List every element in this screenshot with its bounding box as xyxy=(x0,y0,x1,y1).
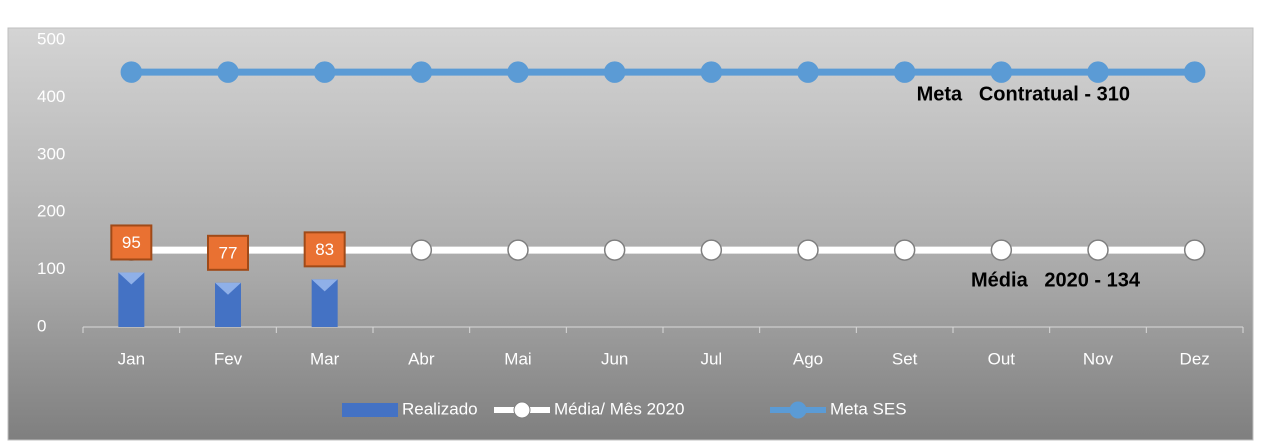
line-marker xyxy=(700,239,723,261)
x-tick-label: Jan xyxy=(118,349,145,368)
bar-bevel xyxy=(311,279,338,292)
data-label: 83 xyxy=(315,240,334,259)
annotation: Meta Contratual - 310 xyxy=(917,83,1130,105)
line-marker xyxy=(1183,239,1206,261)
legend-label: Meta SES xyxy=(830,399,907,418)
data-label: 77 xyxy=(219,243,238,262)
chart-background xyxy=(7,27,1254,441)
line-marker xyxy=(1087,61,1109,83)
y-tick-label: 400 xyxy=(37,87,65,106)
data-label-box xyxy=(303,231,346,268)
x-tick-label: Out xyxy=(988,349,1016,368)
x-tick-label: Abr xyxy=(408,349,435,368)
line-marker xyxy=(120,61,143,83)
y-tick-label: 200 xyxy=(37,202,65,221)
line-marker xyxy=(1183,61,1206,83)
line-marker xyxy=(313,61,336,83)
x-tick-label: Jun xyxy=(601,349,628,368)
line-marker xyxy=(990,61,1013,83)
legend-swatch xyxy=(342,403,398,417)
legend-swatch-marker xyxy=(513,401,531,419)
data-label: 95 xyxy=(122,233,141,252)
annotation: Média 2020 - 134 xyxy=(971,269,1141,291)
line-marker xyxy=(507,61,529,83)
x-tick-label: Mai xyxy=(504,349,531,368)
y-tick-label: 300 xyxy=(37,144,65,163)
y-tick-label: 100 xyxy=(37,259,65,278)
bar-bevel xyxy=(118,272,145,285)
x-tick-label: Set xyxy=(892,349,918,368)
line-marker xyxy=(603,61,626,83)
x-tick-label: Mar xyxy=(310,349,340,368)
legend-label: Média/ Mês 2020 xyxy=(554,399,684,418)
line-marker xyxy=(797,239,819,261)
line-marker xyxy=(507,239,529,261)
line-marker xyxy=(990,239,1013,261)
x-tick-label: Ago xyxy=(793,349,823,368)
line-marker xyxy=(410,239,433,261)
line-marker xyxy=(797,61,819,83)
x-tick-label: Fev xyxy=(214,349,243,368)
line-marker xyxy=(893,239,916,261)
y-tick-label: 0 xyxy=(37,316,46,335)
x-tick-label: Dez xyxy=(1180,349,1210,368)
line-marker xyxy=(410,61,433,83)
legend-label: Realizado xyxy=(402,399,478,418)
line-marker xyxy=(700,61,723,83)
data-label-box xyxy=(207,234,249,271)
line-marker xyxy=(1087,239,1109,261)
x-tick-label: Jul xyxy=(700,349,722,368)
legend-swatch-marker xyxy=(789,401,807,419)
y-tick-label: 500 xyxy=(37,29,65,48)
line-marker xyxy=(217,61,239,83)
x-tick-label: Nov xyxy=(1083,349,1114,368)
line-marker xyxy=(603,239,626,261)
data-label-box xyxy=(110,224,153,261)
line-marker xyxy=(893,61,916,83)
bar-bevel xyxy=(215,282,241,295)
